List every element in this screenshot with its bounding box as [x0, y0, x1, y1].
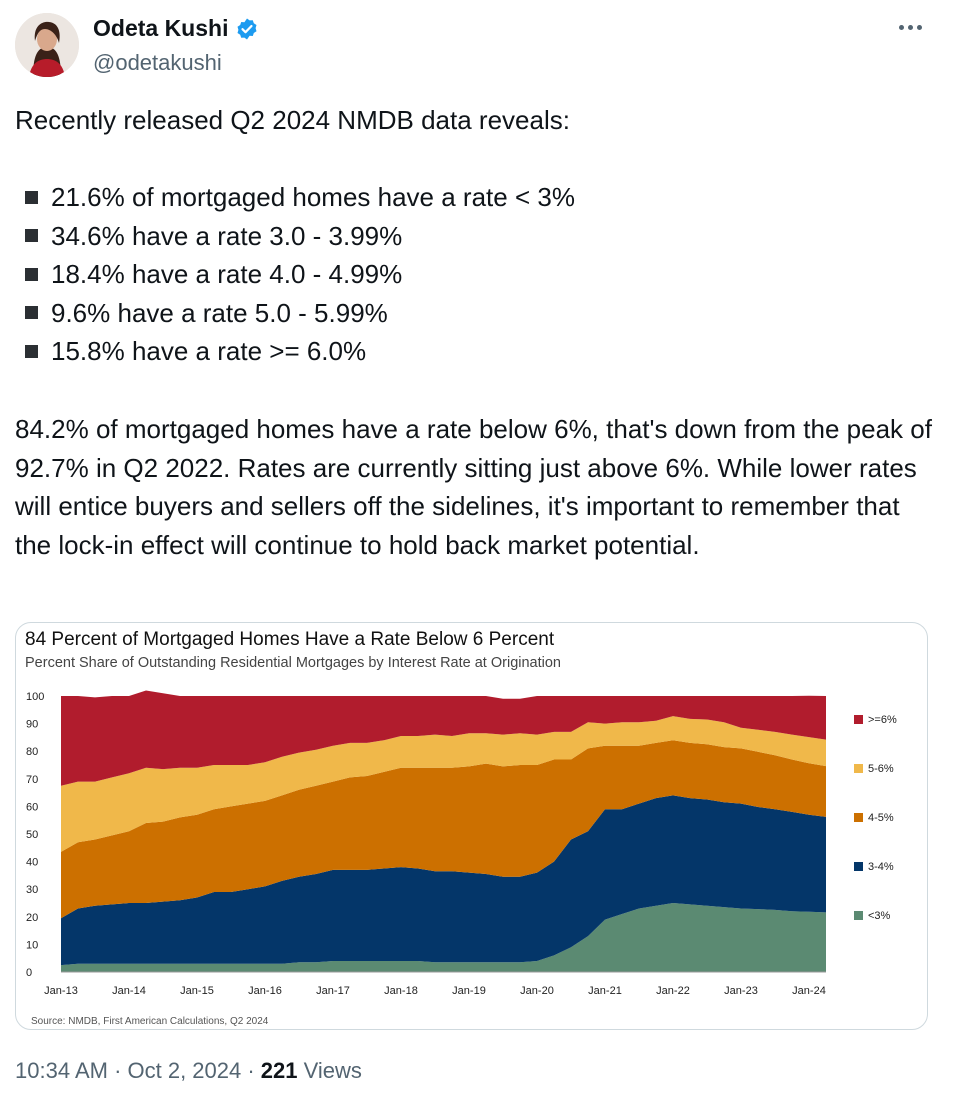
legend-swatch	[854, 715, 863, 724]
legend-swatch	[854, 911, 863, 920]
tweet-bullet-list: 21.6% of mortgaged homes have a rate < 3…	[25, 178, 575, 371]
list-item: 15.8% have a rate >= 6.0%	[25, 332, 575, 371]
views-count: 221	[261, 1058, 298, 1083]
x-tick-label: Jan-15	[180, 985, 214, 997]
y-tick-label: 80	[26, 746, 38, 758]
tweet-meta: 10:34 AM · Oct 2, 2024 · 221 Views	[15, 1058, 362, 1084]
x-tick-label: Jan-20	[520, 985, 554, 997]
square-bullet-icon	[25, 229, 38, 242]
bullet-text: 18.4% have a rate 4.0 - 4.99%	[51, 255, 402, 294]
x-tick-label: Jan-19	[452, 985, 486, 997]
x-tick-label: Jan-24	[792, 985, 826, 997]
legend-label: 4-5%	[868, 812, 894, 824]
y-tick-label: 70	[26, 774, 38, 786]
chart-subtitle: Percent Share of Outstanding Residential…	[25, 655, 561, 671]
legend-swatch	[854, 862, 863, 871]
legend-label: >=6%	[868, 714, 897, 726]
y-tick-label: 0	[26, 967, 32, 979]
list-item: 18.4% have a rate 4.0 - 4.99%	[25, 255, 575, 294]
views-label: Views	[298, 1058, 362, 1083]
y-tick-label: 30	[26, 884, 38, 896]
legend-swatch	[854, 813, 863, 822]
timestamp[interactable]: 10:34 AM · Oct 2, 2024 ·	[15, 1058, 261, 1083]
author-name-label[interactable]: Odeta Kushi	[93, 15, 228, 42]
list-item: 21.6% of mortgaged homes have a rate < 3…	[25, 178, 575, 217]
legend-label: 3-4%	[868, 861, 894, 873]
y-tick-label: 60	[26, 801, 38, 813]
square-bullet-icon	[25, 268, 38, 281]
tweet-intro: Recently released Q2 2024 NMDB data reve…	[15, 101, 935, 139]
x-tick-label: Jan-13	[44, 985, 78, 997]
legend-label: <3%	[868, 910, 891, 922]
avatar[interactable]	[15, 13, 79, 77]
verified-badge-icon	[235, 17, 259, 41]
x-tick-label: Jan-14	[112, 985, 146, 997]
x-tick-label: Jan-22	[656, 985, 690, 997]
x-tick-label: Jan-16	[248, 985, 282, 997]
chart-image[interactable]: 84 Percent of Mortgaged Homes Have a Rat…	[15, 622, 928, 1030]
stacked-area-chart: 0 10 20 30 40 50 60 70 80 90 100 Jan-13 Jan-14 Jan-15…	[16, 678, 925, 998]
tweet-body: 84.2% of mortgaged homes have a rate bel…	[15, 410, 935, 564]
more-options-icon[interactable]	[899, 18, 927, 36]
bullet-text: 15.8% have a rate >= 6.0%	[51, 332, 366, 371]
x-tick-label: Jan-23	[724, 985, 758, 997]
square-bullet-icon	[25, 306, 38, 319]
author-name[interactable]: Odeta Kushi	[93, 15, 259, 42]
bullet-text: 9.6% have a rate 5.0 - 5.99%	[51, 294, 388, 333]
list-item: 9.6% have a rate 5.0 - 5.99%	[25, 294, 575, 333]
square-bullet-icon	[25, 345, 38, 358]
square-bullet-icon	[25, 191, 38, 204]
list-item: 34.6% have a rate 3.0 - 3.99%	[25, 217, 575, 256]
y-tick-label: 100	[26, 691, 44, 703]
y-tick-label: 20	[26, 912, 38, 924]
chart-title: 84 Percent of Mortgaged Homes Have a Rat…	[25, 629, 554, 651]
y-tick-label: 10	[26, 939, 38, 951]
x-tick-label: Jan-18	[384, 985, 418, 997]
legend-swatch	[854, 764, 863, 773]
legend-label: 5-6%	[868, 763, 894, 775]
author-handle[interactable]: @odetakushi	[93, 50, 222, 76]
x-tick-label: Jan-17	[316, 985, 350, 997]
bullet-text: 34.6% have a rate 3.0 - 3.99%	[51, 217, 402, 256]
bullet-text: 21.6% of mortgaged homes have a rate < 3…	[51, 178, 575, 217]
chart-source: Source: NMDB, First American Calculation…	[31, 1016, 268, 1027]
y-tick-label: 50	[26, 829, 38, 841]
x-tick-label: Jan-21	[588, 985, 622, 997]
y-tick-label: 90	[26, 719, 38, 731]
y-tick-label: 40	[26, 857, 38, 869]
